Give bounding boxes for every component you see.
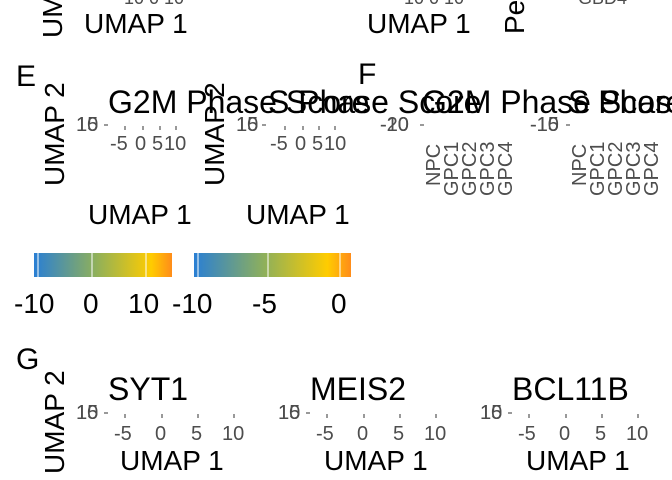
panel-g-bcl11b-xlabel: UMAP 1 — [526, 445, 630, 476]
y-tick-label: 10 — [76, 114, 98, 136]
x-tick-label: 0 — [155, 423, 166, 445]
panel-f-s-title: S Phase Score — [568, 84, 672, 120]
y-tick-label: 10 — [278, 402, 300, 424]
x-tick-label: 5 — [191, 423, 202, 445]
y-tick-label: -15 — [530, 114, 559, 136]
colorbar-label: 0 — [83, 288, 99, 319]
y-tick-label: 15 — [480, 402, 502, 424]
x-tick-label: -5 — [110, 133, 128, 155]
panel-e-g2m-title: G2M Phase Score — [108, 84, 369, 120]
y-tick-label: -10 — [380, 114, 409, 136]
colorbar-label: 10 — [128, 288, 159, 319]
y-tick-label: 15 — [278, 402, 300, 424]
x-tick-label: 5 — [312, 133, 323, 155]
panel-f-g2m-title: G2M Phase Score — [422, 84, 672, 120]
category-label: NPC — [423, 144, 445, 186]
panel-g-ylabel: UMAP 2 — [39, 370, 70, 474]
top-left-ylabel: UMAP 2 — [37, 0, 68, 38]
top-left-xlabel: UMAP 1 — [84, 8, 188, 39]
category-label: GPC2 — [605, 142, 627, 196]
x-tick-label: 10 — [626, 423, 648, 445]
panel-e-g2m-colorbar — [34, 253, 172, 277]
y-tick-label: 10 — [76, 402, 98, 424]
panel-e-s-ylabel: UMAP 2 — [199, 82, 230, 186]
category-label: GPC4 — [641, 142, 663, 196]
x-tick-label: 0 — [295, 133, 306, 155]
category-label: GPC3 — [623, 142, 645, 196]
category-label: NPC — [569, 144, 591, 186]
panel-e-s-xlabel: UMAP 1 — [246, 199, 350, 230]
colorbar-label: -10 — [14, 288, 54, 319]
x-tick-label: -5 — [114, 423, 132, 445]
x-tick-label: -5 — [518, 423, 536, 445]
y-tick-label: -20 — [380, 114, 409, 136]
x-tick-label: 10 — [222, 423, 244, 445]
colorbar-label: 0 — [331, 288, 347, 319]
category-label: GPC1 — [441, 142, 463, 196]
y-tick-label: -10 — [530, 114, 559, 136]
panel-g-meis2-title: MEIS2 — [310, 371, 406, 407]
panel-g-syt1-xlabel: UMAP 1 — [120, 445, 224, 476]
category-label: GPC4 — [495, 142, 517, 196]
x-tick-label: 0 — [135, 133, 146, 155]
x-tick-label: 5 — [595, 423, 606, 445]
x-tick-label: -5 — [270, 133, 288, 155]
panel-e-s-title: S Phase Score — [268, 84, 481, 120]
top-right-xticks: GBD4 — [578, 0, 627, 8]
top-mid-xticks: -10 0 10 — [398, 0, 464, 8]
panel-e-g2m: E UMAP 2 G2M Phase Score 15 10 -5 0 5 10… — [14, 60, 369, 319]
x-tick-label: 10 — [324, 133, 346, 155]
panel-label-e: E — [16, 60, 36, 93]
panel-label-g: G — [16, 343, 39, 376]
panel-f-s-categories: NPC GPC1 GPC2 GPC3 GPC4 — [569, 142, 663, 196]
panel-f-g2m: F G2M Phase Score -20 -10 NPC GPC1 GPC2 … — [358, 58, 672, 196]
category-label: GPC1 — [587, 142, 609, 196]
top-left-xticks: -10 0 10 — [118, 0, 184, 8]
panel-e-s: UMAP 2 S Phase Score 15 10 -5 0 5 10 UMA… — [172, 82, 481, 319]
top-right-ylabel: Percent — [499, 0, 530, 34]
panel-g-meis2: MEIS2 15 10 -5 0 5 10 UMAP 1 — [278, 371, 446, 476]
panel-g-bcl11b-title: BCL11B — [512, 371, 629, 407]
colorbar-label: -10 — [172, 288, 212, 319]
panel-e-g2m-xlabel: UMAP 1 — [88, 199, 192, 230]
y-tick-label: 15 — [76, 114, 98, 136]
x-tick-label: 0 — [559, 423, 570, 445]
x-tick-label: 5 — [393, 423, 404, 445]
top-row-fragment: UMAP 2 -10 0 10 UMAP 1 -10 0 10 UMAP 1 P… — [37, 0, 627, 39]
x-tick-label: -5 — [316, 423, 334, 445]
category-label: GPC2 — [459, 142, 481, 196]
y-tick-label: 15 — [236, 114, 258, 136]
category-label: GPC3 — [477, 142, 499, 196]
panel-label-f: F — [358, 58, 376, 91]
x-tick-label: 10 — [164, 133, 186, 155]
x-tick-label: 10 — [424, 423, 446, 445]
x-tick-label: 0 — [357, 423, 368, 445]
panel-g-bcl11b: BCL11B 15 10 -5 0 5 10 UMAP 1 — [480, 371, 648, 476]
y-tick-label: 10 — [236, 114, 258, 136]
x-tick-label: 5 — [152, 133, 163, 155]
y-tick-label: 10 — [480, 402, 502, 424]
panel-g-meis2-xlabel: UMAP 1 — [324, 445, 428, 476]
panel-f-g2m-categories: NPC GPC1 GPC2 GPC3 GPC4 — [423, 142, 517, 196]
panel-e-s-colorbar — [194, 253, 351, 277]
colorbar-label: -5 — [252, 288, 277, 319]
top-mid-xlabel: UMAP 1 — [367, 8, 471, 39]
panel-g-syt1-title: SYT1 — [108, 371, 188, 407]
panel-f-s: S Phase Score -15 -10 NPC GPC1 GPC2 GPC3… — [530, 84, 672, 196]
panel-g-syt1: SYT1 15 10 -5 0 5 10 UMAP 1 — [76, 371, 244, 476]
panel-e-g2m-ylabel: UMAP 2 — [39, 82, 70, 186]
y-tick-label: 15 — [76, 402, 98, 424]
